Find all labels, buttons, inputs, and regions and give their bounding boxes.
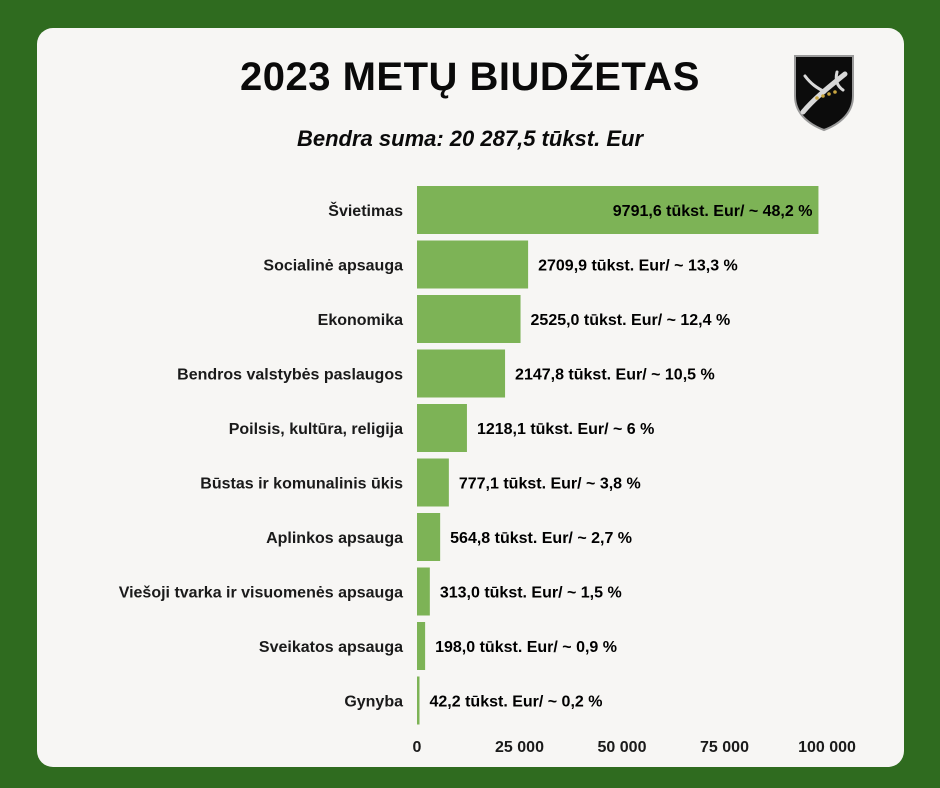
x-tick-label: 75 000 bbox=[700, 739, 749, 756]
value-label: 2147,8 tūkst. Eur/ ~ 10,5 % bbox=[515, 367, 715, 384]
category-label: Būstas ir komunalinis ūkis bbox=[200, 476, 403, 493]
category-label: Gynyba bbox=[344, 694, 403, 711]
bar bbox=[417, 676, 420, 725]
card: 2023 METŲ BIUDŽETAS Bendra suma: 20 287,… bbox=[37, 28, 904, 767]
bar bbox=[417, 567, 430, 616]
x-tick-label: 0 bbox=[413, 739, 422, 756]
value-label: 1218,1 tūkst. Eur/ ~ 6 % bbox=[477, 421, 654, 438]
bar-chart: Švietimas 9791,6 tūkst. Eur/ ~ 48,2 % Soci… bbox=[119, 186, 856, 756]
value-label: 9791,6 tūkst. Eur/ ~ 48,2 % bbox=[613, 203, 813, 220]
chart-title: 2023 METŲ BIUDŽETAS bbox=[240, 55, 700, 99]
coat-of-arms-icon bbox=[794, 55, 854, 132]
value-label: 313,0 tūkst. Eur/ ~ 1,5 % bbox=[440, 585, 622, 602]
value-label: 198,0 tūkst. Eur/ ~ 0,9 % bbox=[435, 639, 617, 656]
x-tick-label: 50 000 bbox=[598, 739, 647, 756]
category-label: Viešoji tvarka ir visuomenės apsauga bbox=[119, 585, 403, 602]
value-label: 2709,9 tūkst. Eur/ ~ 13,3 % bbox=[538, 258, 738, 275]
value-label: 564,8 tūkst. Eur/ ~ 2,7 % bbox=[450, 530, 632, 547]
x-tick-label: 25 000 bbox=[495, 739, 544, 756]
category-label: Aplinkos apsauga bbox=[266, 530, 403, 547]
bar bbox=[417, 186, 819, 234]
x-tick-label: 100 000 bbox=[798, 739, 856, 756]
value-label: 42,2 tūkst. Eur/ ~ 0,2 % bbox=[430, 694, 603, 711]
chart-subtitle: Bendra suma: 20 287,5 tūkst. Eur bbox=[296, 126, 644, 151]
bar bbox=[417, 349, 506, 398]
bar bbox=[417, 240, 529, 289]
bar bbox=[417, 622, 426, 670]
category-label: Ekonomika bbox=[318, 312, 403, 329]
category-label: Švietimas bbox=[328, 201, 403, 220]
category-label: Bendros valstybės paslaugos bbox=[177, 367, 403, 384]
value-label: 2525,0 tūkst. Eur/ ~ 12,4 % bbox=[531, 312, 731, 329]
bar bbox=[417, 404, 467, 452]
category-label: Socialinė apsauga bbox=[263, 258, 403, 275]
category-label: Poilsis, kultūra, religija bbox=[229, 421, 403, 438]
value-label: 777,1 tūkst. Eur/ ~ 3,8 % bbox=[459, 476, 641, 493]
category-label: Sveikatos apsauga bbox=[259, 639, 403, 656]
bar bbox=[417, 295, 521, 343]
bar bbox=[417, 458, 449, 507]
bar bbox=[417, 513, 441, 561]
